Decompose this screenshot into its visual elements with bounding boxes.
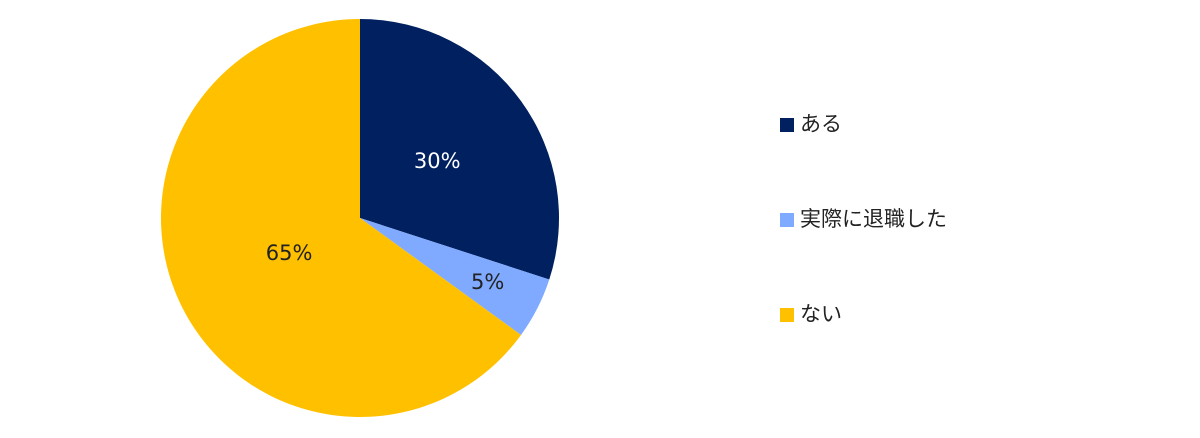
- legend-label: ない: [800, 302, 842, 326]
- legend-swatch: [780, 308, 794, 322]
- legend-swatch: [780, 118, 794, 132]
- pie-slice: [160, 19, 521, 417]
- legend-label: 実際に退職した: [800, 207, 947, 231]
- data-label: 30%: [414, 149, 461, 173]
- pie-slice: [360, 19, 559, 280]
- data-label: 65%: [266, 241, 313, 265]
- legend-label: ある: [800, 112, 842, 136]
- pie-slice: [360, 218, 550, 335]
- data-label: 5%: [471, 270, 504, 294]
- legend-swatch: [780, 213, 794, 227]
